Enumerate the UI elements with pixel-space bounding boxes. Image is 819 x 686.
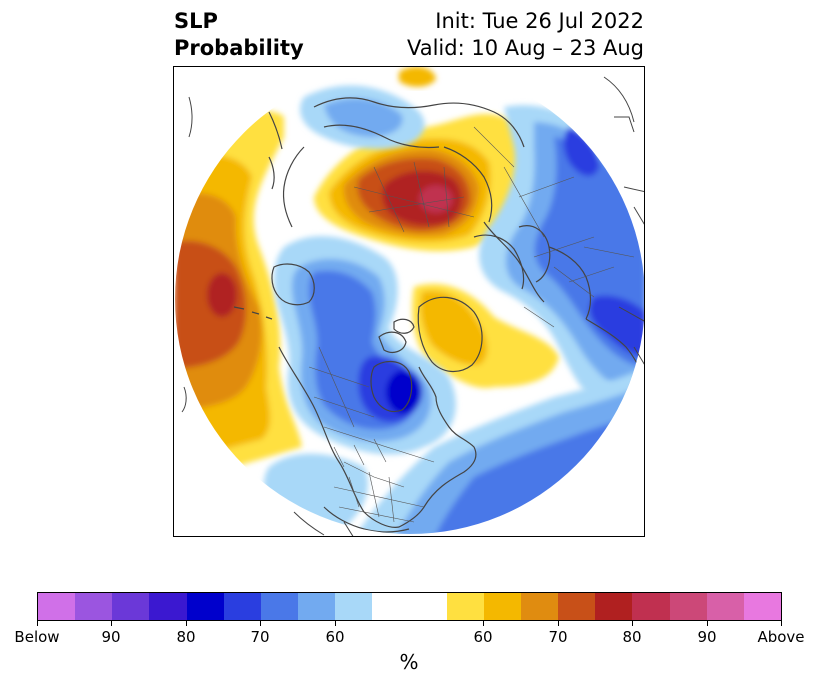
colorbar-label: 70 — [548, 628, 568, 646]
colorbar-segment — [298, 593, 336, 620]
colorbar-segment — [446, 593, 484, 620]
colorbar-segment — [149, 593, 187, 620]
title-probability: Probability — [174, 36, 304, 60]
colorbar-segment — [558, 593, 596, 620]
colorbar-segment — [112, 593, 150, 620]
arctic-positive-anomaly — [412, 283, 559, 388]
colorbar-segment — [632, 593, 670, 620]
colorbar-segment — [521, 593, 559, 620]
valid-period: Valid: 10 Aug – 23 Aug — [406, 36, 644, 60]
colorbar-tick — [707, 621, 708, 626]
colorbar-segment — [483, 593, 522, 620]
colorbar-segment — [669, 593, 707, 620]
forecast-dates: Init: Tue 26 Jul 2022 Valid: 10 Aug – 23… — [407, 8, 644, 62]
colorbar-tick — [483, 621, 484, 626]
colorbar-unit: % — [399, 650, 419, 674]
colorbar-segment — [743, 593, 782, 620]
colorbar-segment — [706, 593, 744, 620]
east-asia-negative-anomaly — [479, 105, 644, 427]
init-date: Init: Tue 26 Jul 2022 — [435, 9, 644, 33]
colorbar-label-above: Above — [757, 628, 805, 646]
colorbar-tick — [558, 621, 559, 626]
probability-field — [175, 67, 644, 534]
arctic-negative-anomaly — [300, 85, 425, 149]
colorbar-label: 90 — [101, 628, 121, 646]
europe-yellow-patch — [399, 67, 436, 87]
probability-colorbar — [37, 592, 782, 621]
colorbar-segment — [260, 593, 299, 620]
colorbar-segment — [595, 593, 633, 620]
outer-coastlines — [181, 76, 644, 536]
colorbar-segment — [75, 593, 113, 620]
title-slp: SLP — [174, 9, 218, 33]
colorbar-label: 60 — [473, 628, 493, 646]
colorbar-tick — [781, 621, 782, 626]
colorbar-segment — [335, 593, 373, 620]
colorbar-label: 90 — [697, 628, 717, 646]
colorbar-tick — [632, 621, 633, 626]
colorbar-label: 80 — [622, 628, 642, 646]
colorbar-tick — [260, 621, 261, 626]
colorbar-tick — [111, 621, 112, 626]
colorbar-label: 70 — [250, 628, 270, 646]
map-title: SLP Probability — [174, 8, 304, 62]
polar-map — [175, 67, 644, 536]
pacific-high-anomaly — [175, 110, 302, 487]
colorbar-label-below: Below — [14, 628, 60, 646]
map-panel — [173, 66, 645, 537]
colorbar-neutral-segment — [372, 593, 447, 620]
colorbar-label: 80 — [176, 628, 196, 646]
colorbar-tick — [335, 621, 336, 626]
canada-negative-anomaly — [274, 236, 456, 455]
colorbar-tick — [186, 621, 187, 626]
colorbar-segment — [186, 593, 224, 620]
colorbar-label: 60 — [325, 628, 345, 646]
colorbar-tick — [37, 621, 38, 626]
colorbar-segment — [223, 593, 261, 620]
us-light-blue — [263, 453, 368, 531]
colorbar-segment — [38, 593, 76, 620]
